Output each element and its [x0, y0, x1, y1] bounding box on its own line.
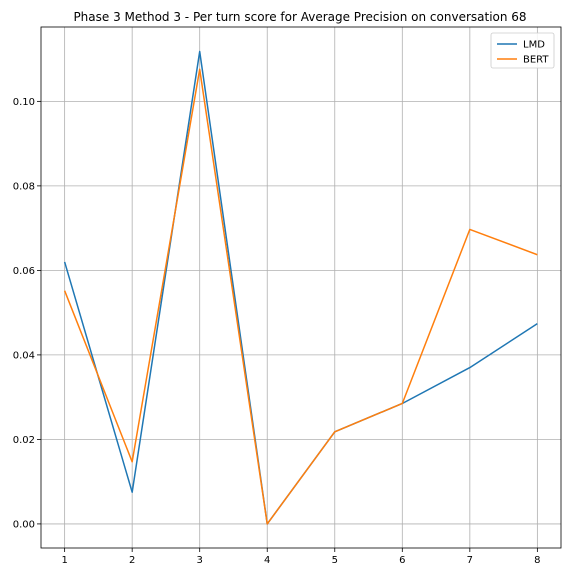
x-tick-label: 8	[534, 555, 540, 566]
legend-label-lmd: LMD	[523, 40, 545, 51]
legend-label-bert: BERT	[523, 55, 549, 66]
x-tick-label: 5	[332, 555, 338, 566]
series-lines	[63, 50, 538, 525]
y-tick-label: 0.02	[13, 435, 35, 446]
x-tick-label: 2	[129, 555, 135, 566]
chart-title: Phase 3 Method 3 - Per turn score for Av…	[73, 10, 526, 24]
y-tick-label: 0.08	[13, 181, 35, 192]
series-line-bert	[63, 68, 538, 525]
x-tick-label: 4	[264, 555, 270, 566]
axes: 1 2 3 4 5 6 7 8 0.00 0.02 0.04 0.06 0.08 0.10	[13, 26, 562, 566]
x-tick-label: 7	[467, 555, 473, 566]
y-tick-label: 0.00	[13, 519, 35, 530]
legend: LMD BERT	[490, 32, 555, 69]
x-tick-label: 3	[197, 555, 203, 566]
y-tick-label: 0.10	[13, 97, 35, 108]
grid	[41, 27, 561, 548]
y-tick-label: 0.04	[13, 350, 35, 361]
x-tick-label: 6	[399, 555, 405, 566]
series-line-lmd	[63, 50, 538, 525]
x-tick-label: 1	[61, 555, 67, 566]
axes-frame	[40, 26, 562, 549]
y-tick-label: 0.06	[13, 266, 35, 277]
